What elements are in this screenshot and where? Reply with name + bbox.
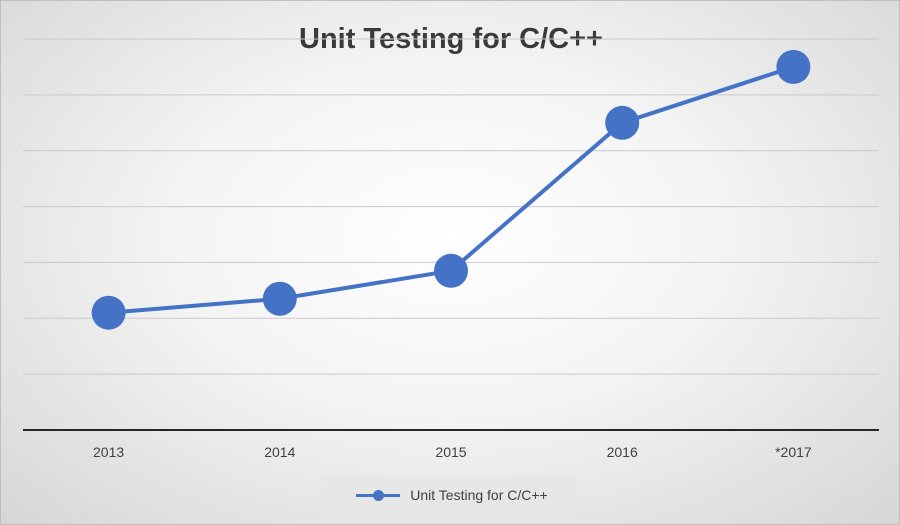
data-point [776, 49, 811, 84]
data-point [262, 281, 297, 316]
data-point [605, 105, 640, 140]
x-tick-label: 2014 [264, 444, 295, 460]
data-point [91, 295, 126, 330]
legend: Unit Testing for C/C++ [323, 476, 579, 514]
legend-series-label: Unit Testing for C/C++ [410, 487, 548, 503]
x-tick-label: 2015 [435, 444, 466, 460]
legend-series-marker [354, 488, 402, 502]
x-tick-label: *2017 [775, 444, 812, 460]
x-tick-label: 2016 [607, 444, 638, 460]
x-tick-label: 2013 [93, 444, 124, 460]
data-point [434, 253, 468, 288]
